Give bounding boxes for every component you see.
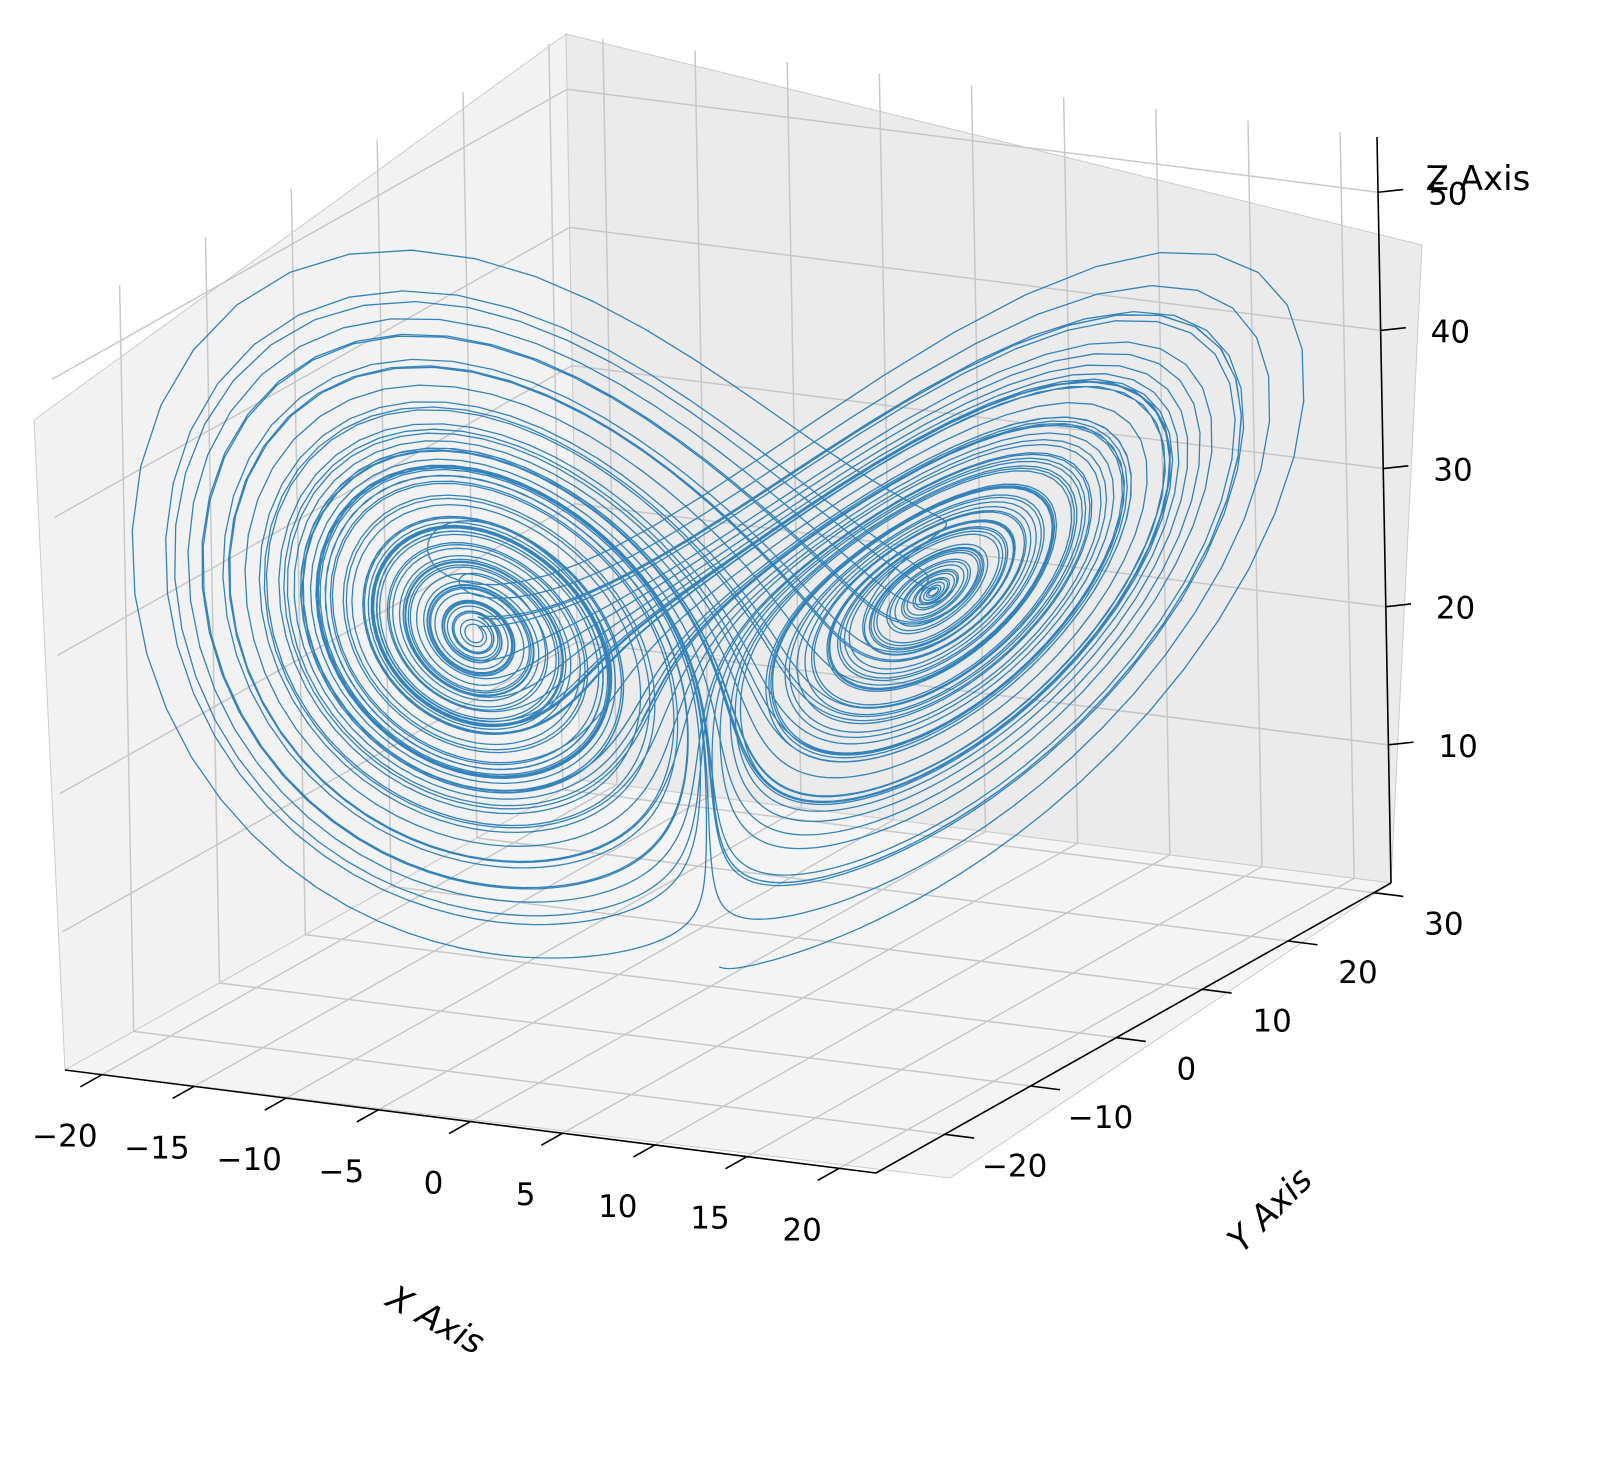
z-tick-mark	[1388, 741, 1414, 746]
x-tick-mark	[448, 1120, 471, 1135]
y-tick-mark	[1030, 1085, 1061, 1091]
z-gridline-back	[572, 364, 1384, 470]
z-tick-label: 20	[1436, 591, 1475, 627]
x-tick-mark	[817, 1167, 840, 1182]
y-tick-labels: −20 −10 0 10 20 30	[982, 907, 1464, 1185]
x-gridline-floor	[838, 877, 1355, 1169]
x-tick-mark	[540, 1132, 564, 1146]
x-gridline-floor	[285, 807, 802, 1099]
x-tick-label: 0	[424, 1166, 444, 1202]
x-tick-mark	[356, 1109, 379, 1123]
y-tick-mark	[944, 1133, 975, 1139]
y-tick-mark	[1116, 1036, 1146, 1043]
x-tick-label: −5	[318, 1154, 364, 1190]
y-gridline-floor	[219, 982, 1031, 1087]
x-tick-label: −20	[32, 1119, 97, 1155]
x-gridline-back	[1247, 120, 1263, 867]
x-gridline-floor	[193, 795, 710, 1088]
z-gridline-side	[56, 364, 573, 657]
x-gridline-floor	[654, 854, 1171, 1146]
y-gridline-floor	[562, 788, 1374, 894]
y-gridline-floor	[133, 1030, 945, 1136]
x-tick-label: 10	[598, 1189, 637, 1225]
y-tick-label: 30	[1424, 907, 1463, 943]
z-gridline-back	[574, 502, 1386, 608]
x-tick-mark	[264, 1097, 287, 1111]
y-tick-label: 10	[1252, 1003, 1291, 1039]
x-tick-label: −10	[216, 1142, 281, 1178]
y-tick-mark	[1373, 891, 1404, 898]
y-tick-mark	[1287, 940, 1318, 946]
y-tick-label: 0	[1176, 1052, 1196, 1088]
z-tick-mark	[1380, 326, 1406, 332]
z-axis-label: Z Axis	[1426, 159, 1531, 199]
z-tick-mark	[1377, 188, 1404, 194]
y-gridline-side	[290, 188, 307, 935]
x-gridline-back	[694, 50, 710, 797]
z-gridline-back	[569, 226, 1381, 332]
x-gridline-floor	[562, 842, 1079, 1134]
axis-lines	[64, 136, 1414, 1182]
y-gridline-side	[118, 285, 135, 1032]
z-gridline-back	[566, 88, 1379, 194]
z-tick-label: 10	[1438, 729, 1477, 765]
x-gridline-back	[1062, 97, 1079, 844]
y-gridline-side	[462, 91, 478, 839]
x-gridline-floor	[746, 865, 1263, 1158]
z-tick-label: 50	[1428, 176, 1467, 212]
x-tick-label: −15	[124, 1130, 189, 1166]
y-tick-label: −20	[982, 1148, 1047, 1184]
x-gridline-back	[1339, 132, 1355, 879]
x-tick-mark	[80, 1073, 103, 1088]
x-tick-label: 20	[782, 1212, 821, 1248]
z-axis-line	[1376, 136, 1392, 884]
y-gridline-floor	[305, 933, 1117, 1039]
z-gridline-side	[59, 503, 576, 795]
x-gridline-floor	[470, 830, 986, 1123]
z-tick-mark	[1385, 603, 1412, 608]
x-tick-mark	[725, 1155, 748, 1170]
y-tick-mark	[1202, 988, 1232, 994]
x-gridline-floor	[377, 819, 894, 1111]
x-gridline-floor	[101, 784, 618, 1076]
x-tick-mark	[172, 1085, 195, 1100]
y-axis-label: Y Axis	[1220, 1160, 1320, 1260]
lorenz-attractor-line	[131, 249, 1305, 970]
z-gridline-back	[577, 641, 1389, 746]
y-gridline-side	[204, 236, 221, 984]
y-gridline-floor	[391, 885, 1203, 991]
y-axis-line	[875, 882, 1392, 1174]
x-tick-label: 15	[690, 1201, 729, 1237]
x-gridline-back	[602, 38, 618, 785]
y-tick-label: −10	[1068, 1100, 1133, 1136]
attractor-curve-group	[131, 249, 1305, 970]
x-tick-labels: −20 −15 −10 −5 0 5 10 15 20	[32, 1119, 822, 1249]
y-gridline-floor	[476, 837, 1289, 942]
x-tick-label: 5	[516, 1177, 536, 1213]
x-axis-label: X Axis	[378, 1277, 491, 1364]
z-gridline-side	[51, 88, 568, 380]
z-tick-mark	[1383, 465, 1409, 470]
x-tick-mark	[632, 1144, 656, 1158]
z-tick-label: 30	[1433, 453, 1472, 489]
z-tick-labels: 10 20 30 40 50	[1428, 176, 1478, 765]
z-tick-label: 40	[1431, 314, 1470, 350]
y-tick-label: 20	[1338, 955, 1377, 991]
